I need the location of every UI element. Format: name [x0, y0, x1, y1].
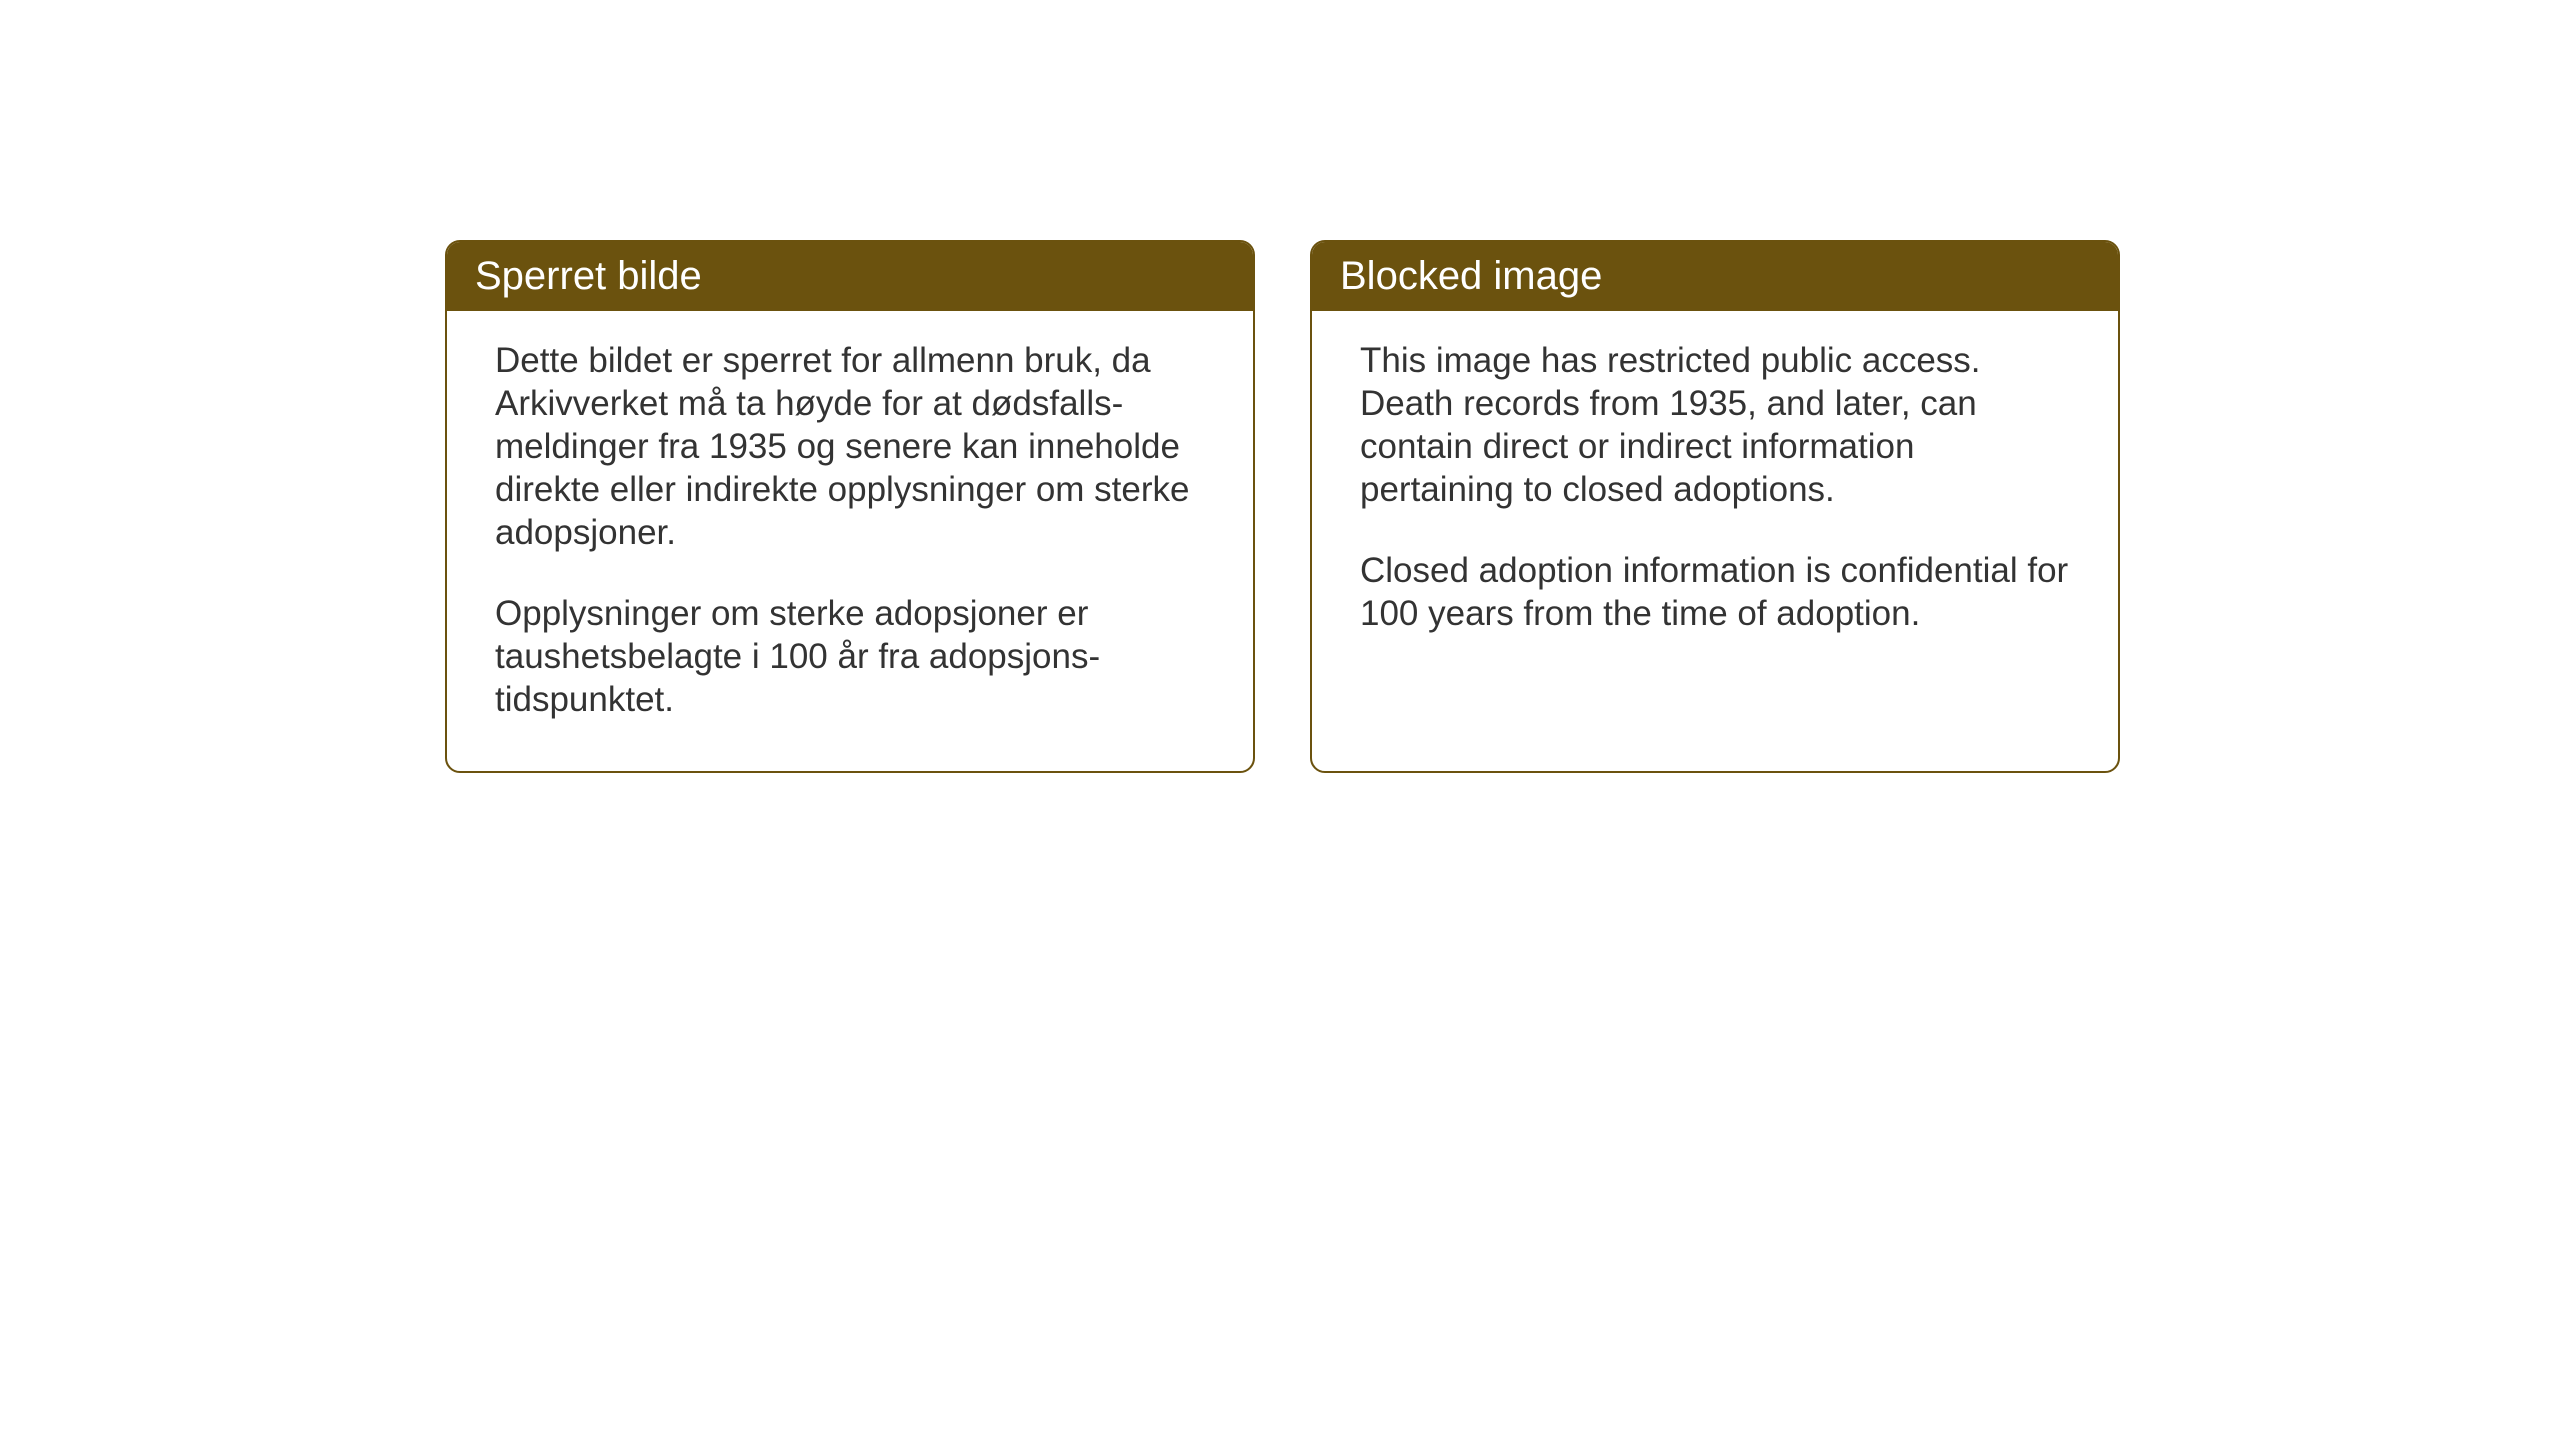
paragraph-norwegian-1: Dette bildet er sperret for allmenn bruk…: [495, 339, 1205, 554]
card-norwegian: Sperret bilde Dette bildet er sperret fo…: [445, 240, 1255, 773]
card-english: Blocked image This image has restricted …: [1310, 240, 2120, 773]
paragraph-english-2: Closed adoption information is confident…: [1360, 549, 2070, 635]
paragraph-english-1: This image has restricted public access.…: [1360, 339, 2070, 511]
paragraph-norwegian-2: Opplysninger om sterke adopsjoner er tau…: [495, 592, 1205, 721]
card-body-english: This image has restricted public access.…: [1312, 311, 2118, 685]
card-body-norwegian: Dette bildet er sperret for allmenn bruk…: [447, 311, 1253, 771]
cards-container: Sperret bilde Dette bildet er sperret fo…: [445, 240, 2120, 773]
card-header-norwegian: Sperret bilde: [447, 242, 1253, 311]
card-header-english: Blocked image: [1312, 242, 2118, 311]
